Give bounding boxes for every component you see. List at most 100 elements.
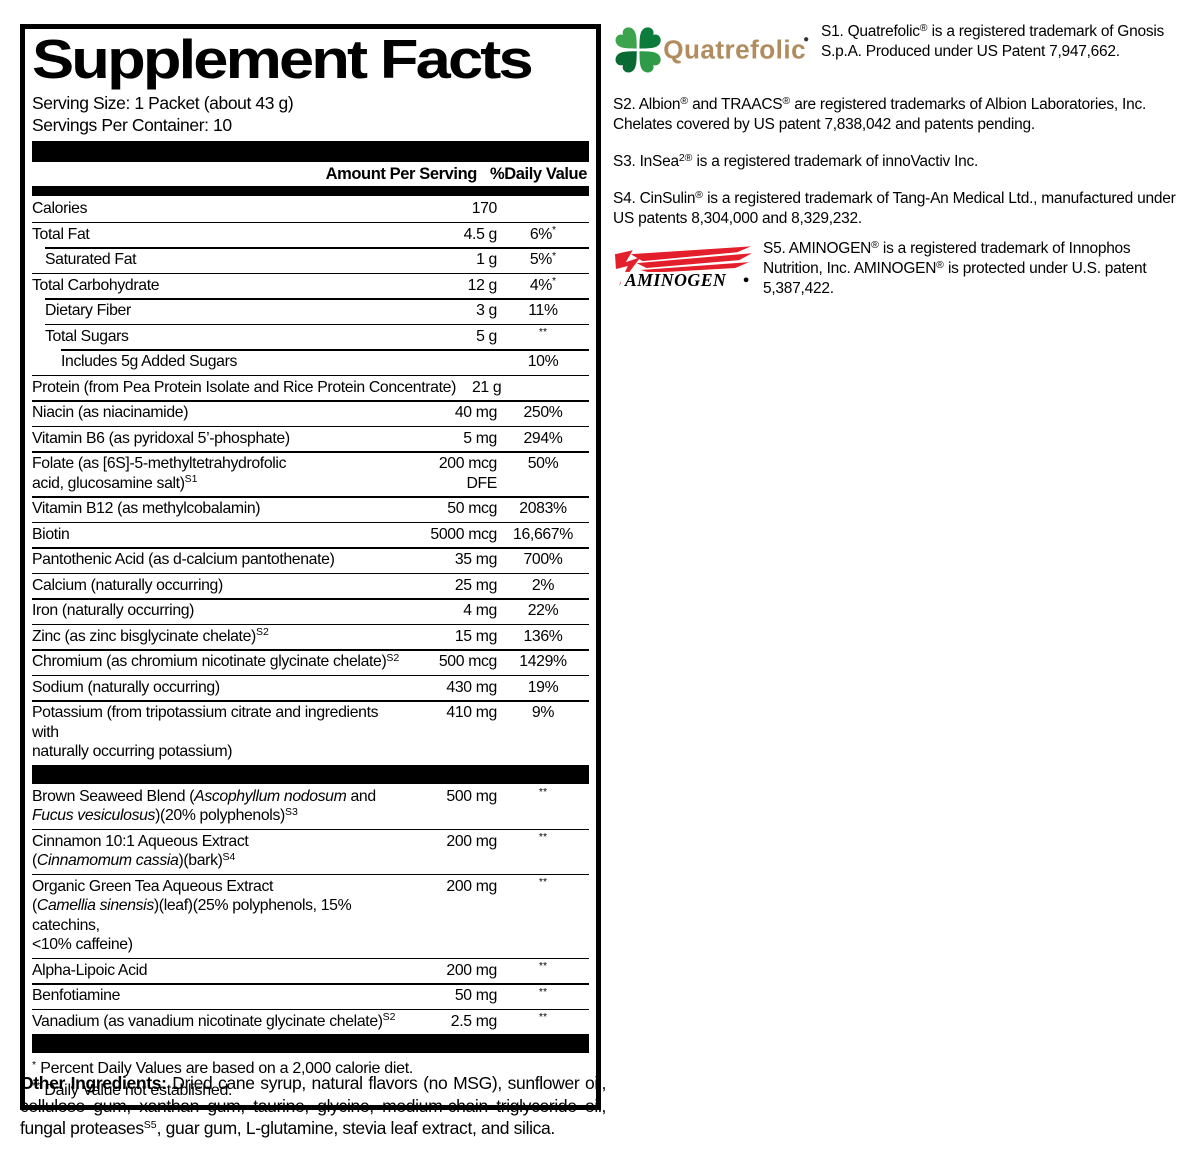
row-separator: [32, 221, 589, 223]
table-row: Dietary Fiber 3 g 11%: [32, 298, 589, 324]
divider-bar-bottom: [32, 1034, 589, 1053]
row-separator: [45, 323, 589, 325]
nutrient-amount: 500 mcg: [438, 653, 497, 670]
nutrient-daily-value: 2083%: [519, 500, 567, 517]
nutrient-daily-value: **: [538, 1011, 548, 1024]
supplement-facts-panel: Supplement Facts Serving Size: 1 Packet …: [20, 24, 601, 1110]
row-separator: [32, 957, 589, 959]
nutrient-daily-value: 19%: [527, 678, 559, 696]
row-separator: [45, 298, 589, 300]
table-row: Zinc (as zinc bisglycinate chelate)S2 15 …: [32, 623, 589, 650]
nutrient-daily-value: 250%: [523, 404, 563, 421]
nutrient-amount: 35 mg: [454, 551, 498, 568]
table-row: Folate (as [6S]-5-methyltetrahydrofolic a…: [32, 451, 589, 496]
aminogen-logo: AMINOGEN: [614, 246, 753, 290]
column-header-daily-value: %Daily Value: [489, 164, 587, 183]
nutrient-name: Saturated Fat: [45, 251, 137, 268]
nutrient-name: Potassium (from tripotassium citrate and…: [32, 704, 379, 760]
table-row: Protein (from Pea Protein Isolate and Ri…: [32, 374, 589, 401]
nutrient-amount: 21 g: [472, 378, 502, 396]
nutrient-name: Benfotiamine: [32, 987, 121, 1004]
trademark-note-s5: AMINOGEN S5. AMINOGEN® is a registered t…: [613, 239, 1193, 299]
table-row: Calcium (naturally occurring) 25 mg 2%: [32, 572, 589, 599]
nutrient-name: Vitamin B6 (as pyridoxal 5’-phosphate): [32, 429, 290, 447]
row-separator: [32, 400, 589, 402]
nutrient-daily-value: 10%: [527, 353, 559, 370]
table-row: Alpha-Lipoic Acid 200 mg **: [32, 957, 589, 984]
nutrient-name: Organic Green Tea Aqueous Extract (Camell…: [32, 877, 352, 954]
nutrient-daily-value: 22%: [527, 602, 559, 619]
table-row: Saturated Fat 1 g 5%*: [32, 247, 589, 273]
quatrefolic-wordmark: Quatrefolic: [663, 35, 806, 65]
table-row: Biotin 5000 mcg 16,667%: [32, 521, 589, 548]
row-separator: [32, 1008, 589, 1010]
row-separator: [32, 374, 589, 376]
nutrient-name: Chromium (as chromium nicotinate glycina…: [32, 651, 400, 670]
nutrient-daily-value: 2%: [531, 576, 555, 594]
servings-per-container: Servings Per Container: 10: [32, 115, 232, 135]
nutrient-daily-value: 50%: [527, 455, 559, 472]
table-row: Sodium (naturally occurring) 430 mg 19%: [32, 674, 589, 701]
nutrient-name: Pantothenic Acid (as d-calcium pantothen…: [32, 551, 335, 568]
nutrient-name: Biotin: [32, 525, 70, 543]
footnote-line: * Percent Daily Values are based on a 2,…: [32, 1058, 414, 1077]
nutrient-amount: 200 mg: [446, 961, 497, 979]
table-row: Benfotiamine 50 mg **: [32, 983, 589, 1009]
nutrient-amount: 200 mg: [446, 877, 497, 895]
nutrient-name: Zinc (as zinc bisglycinate chelate)S2: [32, 626, 269, 645]
nutrient-daily-value: **: [538, 326, 548, 339]
table-row: Total Fat 4.5 g 6%*: [32, 221, 589, 248]
row-separator: [32, 572, 589, 574]
nutrient-name: Cinnamon 10:1 Aqueous Extract (Cinnamomum…: [32, 832, 249, 870]
nutrient-amount: 12 g: [467, 276, 498, 294]
nutrient-daily-value: 136%: [523, 627, 563, 645]
row-separator: [32, 598, 589, 600]
nutrient-name: Calcium (naturally occurring): [32, 576, 223, 594]
table-row: Potassium (from tripotassium citrate and…: [32, 700, 589, 765]
nutrient-name: Protein (from Pea Protein Isolate and Ri…: [32, 378, 456, 396]
divider-bar-header: [32, 186, 589, 196]
footnote-line: ** Daily Value not established.: [32, 1080, 233, 1099]
nutrient-amount: 15 mg: [454, 627, 498, 645]
trademark-text-s5: S5. AMINOGEN® is a registered trademark …: [763, 238, 1147, 297]
row-separator: [32, 451, 589, 453]
nutrient-daily-value: 6%*: [529, 224, 557, 243]
trademark-text-s2: S2. Albion® and TRAACS® are registered t…: [613, 94, 1146, 133]
trademark-note-s4: S4. CinSulin® is a registered trademark …: [613, 189, 1193, 229]
other-ingredients-label: Other Ingredients:: [20, 1073, 167, 1093]
nutrient-amount: 4 mg: [463, 602, 497, 619]
nutrient-name: Niacin (as niacinamide): [32, 404, 189, 421]
nutrient-amount: 500 mg: [446, 787, 497, 805]
table-row: Total Sugars 5 g **: [32, 323, 589, 350]
row-separator: [32, 674, 589, 676]
trademark-note-s2: S2. Albion® and TRAACS® are registered t…: [613, 95, 1193, 135]
quatrefolic-mark-dot: [804, 37, 809, 42]
nutrient-amount: 4.5 g: [463, 225, 498, 243]
row-separator: [32, 983, 589, 985]
nutrient-name: Iron (naturally occurring): [32, 602, 195, 619]
table-row: Calories 170: [32, 196, 589, 222]
aminogen-wordmark: AMINOGEN: [624, 270, 727, 290]
row-separator: [32, 521, 589, 523]
nutrient-amount: 40 mg: [454, 404, 498, 421]
column-header-amount: Amount Per Serving: [325, 164, 478, 183]
nutrient-amount: 200 mcg DFE: [438, 455, 497, 492]
other-ingredients-text: Dried cane syrup, natural flavors (no MS…: [20, 1073, 606, 1138]
nutrient-amount: 50 mg: [454, 987, 498, 1004]
other-ingredients: Other Ingredients: Dried cane syrup, nat…: [20, 1072, 606, 1140]
table-row: Vanadium (as vanadium nicotinate glycina…: [32, 1008, 589, 1035]
row-separator: [32, 623, 589, 625]
nutrient-amount: 5000 mcg: [430, 525, 497, 543]
divider-bar-section: [32, 764, 589, 784]
row-separator: [32, 272, 589, 274]
nutrient-name: Brown Seaweed Blend (Ascophyllum nodosum…: [32, 787, 376, 825]
trademark-note-s1: Quatrefolic S1. Quatrefolic® is a regist…: [613, 22, 1193, 74]
nutrient-amount: 430 mg: [446, 678, 497, 696]
nutrient-daily-value: 4%*: [529, 275, 557, 294]
table-row: Includes 5g Added Sugars 10%: [32, 349, 589, 375]
serving-size: Serving Size: 1 Packet (about 43 g): [32, 93, 294, 113]
clover-icon: [615, 27, 661, 73]
nutrient-name: Total Fat: [32, 225, 90, 243]
nutrient-rows: Calories 170 Total Fat 4.5 g 6%* Saturated Fa…: [32, 196, 589, 1034]
table-row: Iron (naturally occurring) 4 mg 22%: [32, 598, 589, 624]
